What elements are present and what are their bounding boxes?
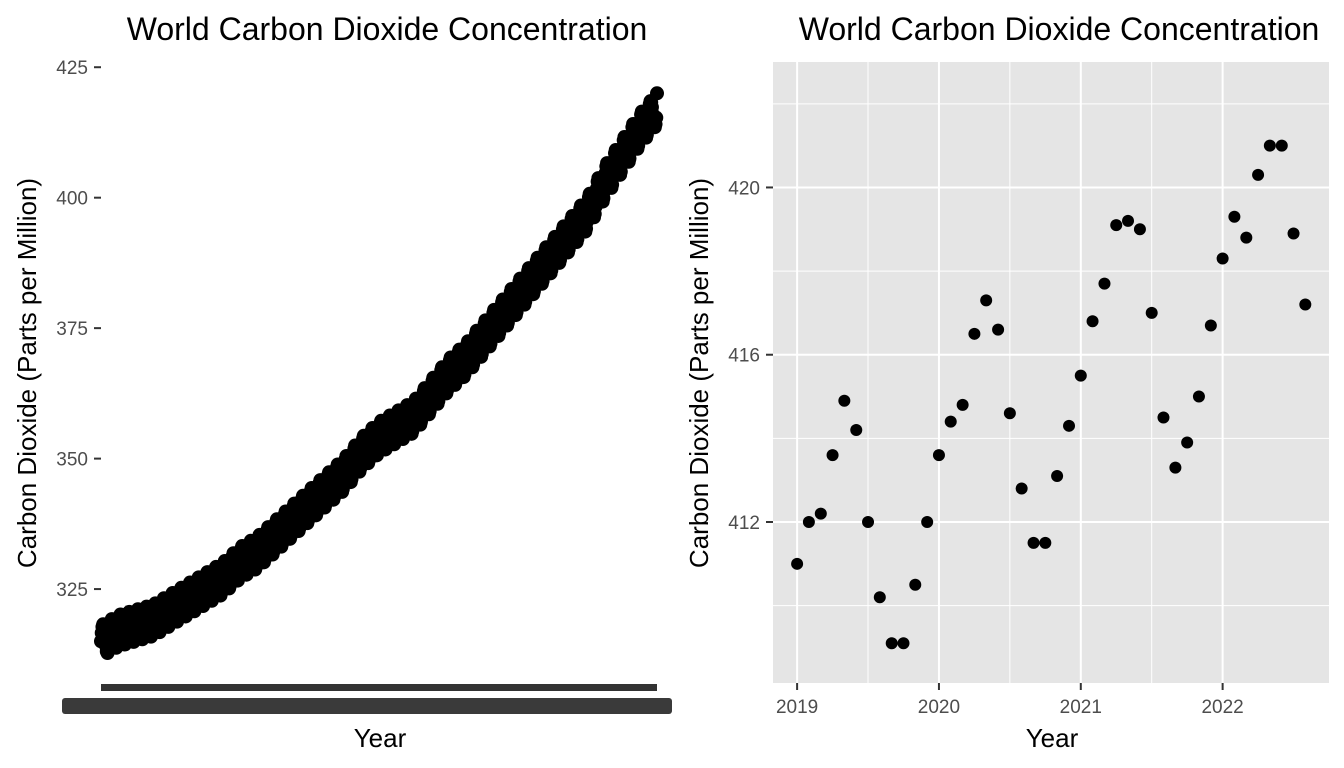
data-point	[1157, 411, 1170, 424]
data-point	[1228, 210, 1241, 223]
data-point	[1299, 298, 1312, 311]
data-point	[850, 424, 863, 436]
y-tick-label: 416	[728, 346, 760, 367]
data-point	[650, 86, 664, 101]
data-point	[1216, 252, 1229, 265]
y-axis-label: Carbon Dioxide (Parts per Million)	[684, 178, 714, 568]
x-tick-labels-overplotted	[62, 698, 672, 714]
data-point	[1133, 223, 1146, 236]
chart-title: World Carbon Dioxide Concentration	[799, 11, 1320, 47]
data-point	[1039, 536, 1052, 549]
y-tick-label: 420	[728, 178, 760, 199]
data-point	[1063, 419, 1076, 432]
data-point	[980, 294, 993, 307]
y-axis-label: Carbon Dioxide (Parts per Million)	[12, 178, 42, 568]
x-axis	[62, 684, 672, 714]
data-point	[932, 449, 945, 462]
data-point	[1015, 482, 1028, 495]
co2-long-term-plot: World Carbon Dioxide Concentration Carbo…	[12, 11, 672, 753]
y-axis: 412 416 420	[728, 178, 773, 534]
data-point	[1181, 436, 1194, 449]
y-tick-label: 350	[56, 450, 88, 471]
data-point	[873, 591, 886, 604]
x-axis-label: Year	[354, 723, 407, 753]
data-point	[1240, 231, 1253, 244]
data-point	[1192, 390, 1205, 403]
x-tick-label: 2020	[918, 697, 960, 718]
data-point	[956, 398, 969, 411]
y-tick-label: 325	[56, 580, 88, 601]
x-tick-label: 2022	[1201, 697, 1243, 718]
data-point	[838, 394, 851, 407]
chart-title: World Carbon Dioxide Concentration	[127, 11, 648, 47]
data-point	[1263, 139, 1276, 152]
data-point	[791, 557, 804, 570]
co2-recent-chart: World Carbon Dioxide Concentration Carbo…	[672, 0, 1344, 768]
y-tick-label: 400	[56, 189, 88, 210]
data-point	[1287, 227, 1300, 240]
data-point	[909, 578, 922, 591]
data-point	[1122, 214, 1135, 227]
y-tick-label: 412	[728, 513, 760, 534]
x-tick-label: 2021	[1060, 697, 1102, 718]
data-point	[1086, 315, 1099, 328]
data-point	[944, 415, 957, 428]
x-axis-label: Year	[1026, 723, 1079, 753]
data-point	[1169, 461, 1182, 474]
plot-panel-background	[773, 62, 1329, 683]
data-point	[1275, 139, 1288, 152]
co2-recent-plot: World Carbon Dioxide Concentration Carbo…	[684, 11, 1329, 753]
data-points	[791, 139, 1312, 650]
data-point	[992, 323, 1005, 336]
data-point	[885, 637, 898, 650]
data-point	[1074, 369, 1087, 382]
data-point	[1204, 319, 1217, 332]
y-tick-label: 375	[56, 319, 88, 340]
y-axis: 325 350 375 400 425	[56, 58, 101, 601]
x-tick-marks-overplotted	[101, 684, 657, 691]
data-point	[1145, 306, 1158, 319]
x-axis: 2019 2020 2021 2022	[776, 683, 1244, 718]
x-tick-label: 2019	[776, 697, 818, 718]
co2-long-term-chart: World Carbon Dioxide Concentration Carbo…	[12, 11, 672, 753]
data-point	[1027, 536, 1040, 549]
data-point	[814, 507, 827, 520]
data-point	[802, 516, 815, 528]
data-point	[1252, 168, 1265, 181]
data-point	[921, 516, 934, 528]
data-point	[649, 110, 664, 125]
data-point	[897, 637, 910, 650]
data-point	[1098, 277, 1111, 290]
data-point	[862, 516, 875, 528]
data-point	[1003, 407, 1016, 420]
data-points	[94, 86, 664, 660]
data-point	[968, 327, 981, 340]
y-tick-label: 425	[56, 58, 88, 79]
data-point	[1110, 219, 1123, 232]
data-point	[1051, 470, 1064, 482]
data-point	[826, 449, 839, 462]
